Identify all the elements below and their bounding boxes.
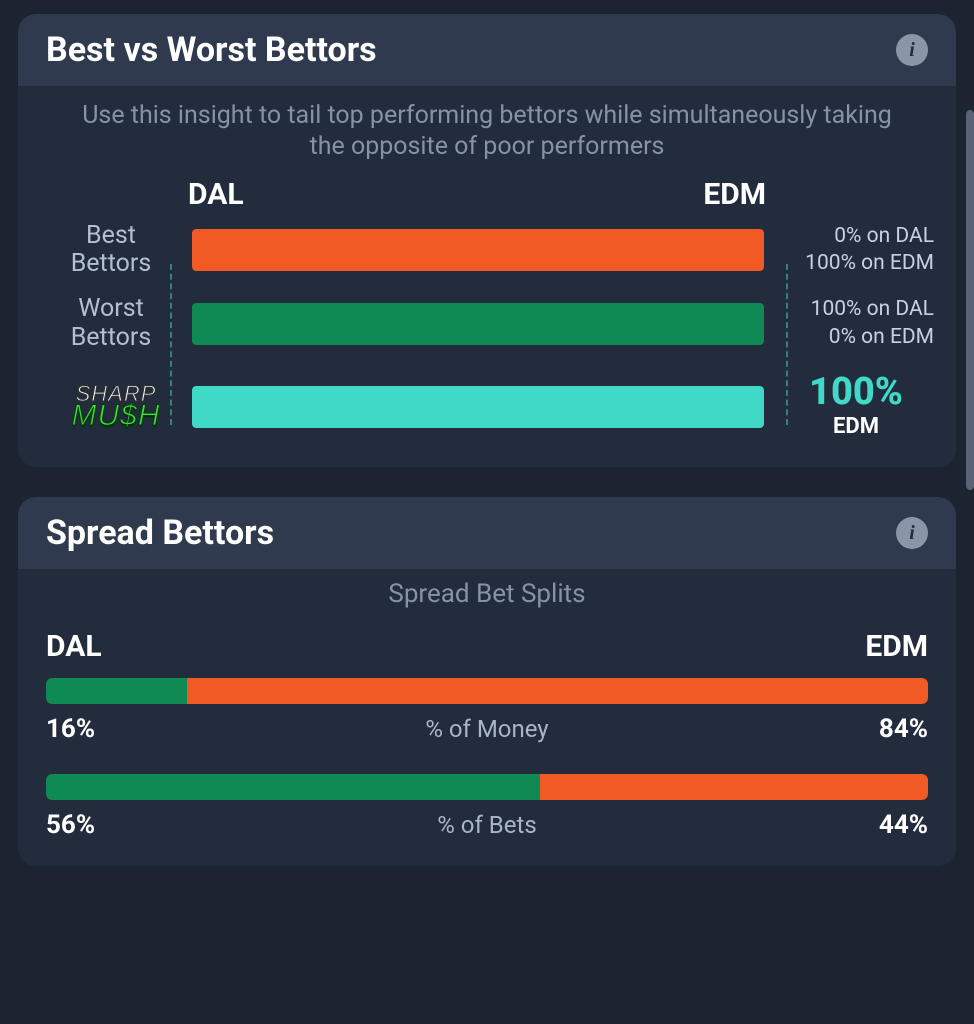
bvw-bar-fill <box>192 229 764 271</box>
split-bar <box>46 678 928 704</box>
spread-bettors-card: Spread Bettors i Spread Bet Splits DAL E… <box>18 497 956 866</box>
bvw-row-best: BestBettors 0% on DAL 100% on EDM <box>40 222 934 280</box>
split-seg-left <box>46 678 187 704</box>
split-center-label: % of Money <box>311 715 664 743</box>
mush-logo-bottom: MU$H <box>40 403 192 429</box>
split-left-pct: 56% <box>46 810 311 840</box>
card-header: Spread Bettors i <box>18 497 956 569</box>
bvw-chart: BestBettors 0% on DAL 100% on EDM WorstB… <box>18 222 956 468</box>
split-row-bets: 56% % of Bets 44% <box>46 774 928 840</box>
bvw-row-caption: 100% EDM <box>764 373 934 442</box>
bvw-bar-track <box>192 386 764 428</box>
caption-line: 0% on EDM <box>778 324 934 351</box>
bvw-row-label: WorstBettors <box>40 295 192 353</box>
bvw-row-caption: 100% on DAL 0% on EDM <box>764 296 934 351</box>
card-header: Best vs Worst Bettors i <box>18 14 956 86</box>
split-seg-right <box>540 774 928 800</box>
split-right-pct: 44% <box>663 810 928 840</box>
caption-line: 100% on EDM <box>778 250 934 277</box>
info-icon[interactable]: i <box>896 517 928 549</box>
caption-line: 0% on DAL <box>778 223 934 250</box>
best-vs-worst-card: Best vs Worst Bettors i Use this insight… <box>18 14 956 467</box>
card-title: Spread Bettors <box>46 513 274 553</box>
team-right-label: EDM <box>865 629 928 664</box>
bvw-row-mush: SHARP MU$H 100% EDM <box>40 373 934 442</box>
split-seg-right <box>187 678 928 704</box>
page-scrollbar[interactable] <box>966 110 974 490</box>
split-labels: 56% % of Bets 44% <box>46 810 928 840</box>
team-left-label: DAL <box>46 629 102 664</box>
spread-body: Spread Bet Splits DAL EDM 16% % of Money… <box>18 569 956 866</box>
card-subtitle: Use this insight to tail top performing … <box>18 86 956 171</box>
bvw-row-worst: WorstBettors 100% on DAL 0% on EDM <box>40 295 934 353</box>
spread-subtitle: Spread Bet Splits <box>46 579 928 609</box>
bvw-bar-fill <box>192 386 764 428</box>
bvw-bar-track <box>192 229 764 271</box>
info-icon[interactable]: i <box>896 34 928 66</box>
split-center-label: % of Bets <box>311 811 664 839</box>
split-left-pct: 16% <box>46 714 311 744</box>
bvw-row-label: BestBettors <box>40 222 192 280</box>
split-bar <box>46 774 928 800</box>
sharp-mush-logo: SHARP MU$H <box>40 385 192 429</box>
split-labels: 16% % of Money 84% <box>46 714 928 744</box>
bvw-bar-track <box>192 303 764 345</box>
team-left-label: DAL <box>188 177 244 212</box>
team-header: DAL EDM <box>188 171 766 222</box>
caption-line: 100% on DAL <box>778 296 934 323</box>
card-title: Best vs Worst Bettors <box>46 30 377 70</box>
mush-team: EDM <box>778 413 934 442</box>
team-right-label: EDM <box>703 177 766 212</box>
mush-percent: 100% <box>778 373 934 411</box>
spread-team-row: DAL EDM <box>46 629 928 664</box>
bvw-bar-fill <box>192 303 764 345</box>
bvw-row-caption: 0% on DAL 100% on EDM <box>764 223 934 278</box>
split-row-money: 16% % of Money 84% <box>46 678 928 744</box>
split-right-pct: 84% <box>663 714 928 744</box>
split-seg-left <box>46 774 540 800</box>
